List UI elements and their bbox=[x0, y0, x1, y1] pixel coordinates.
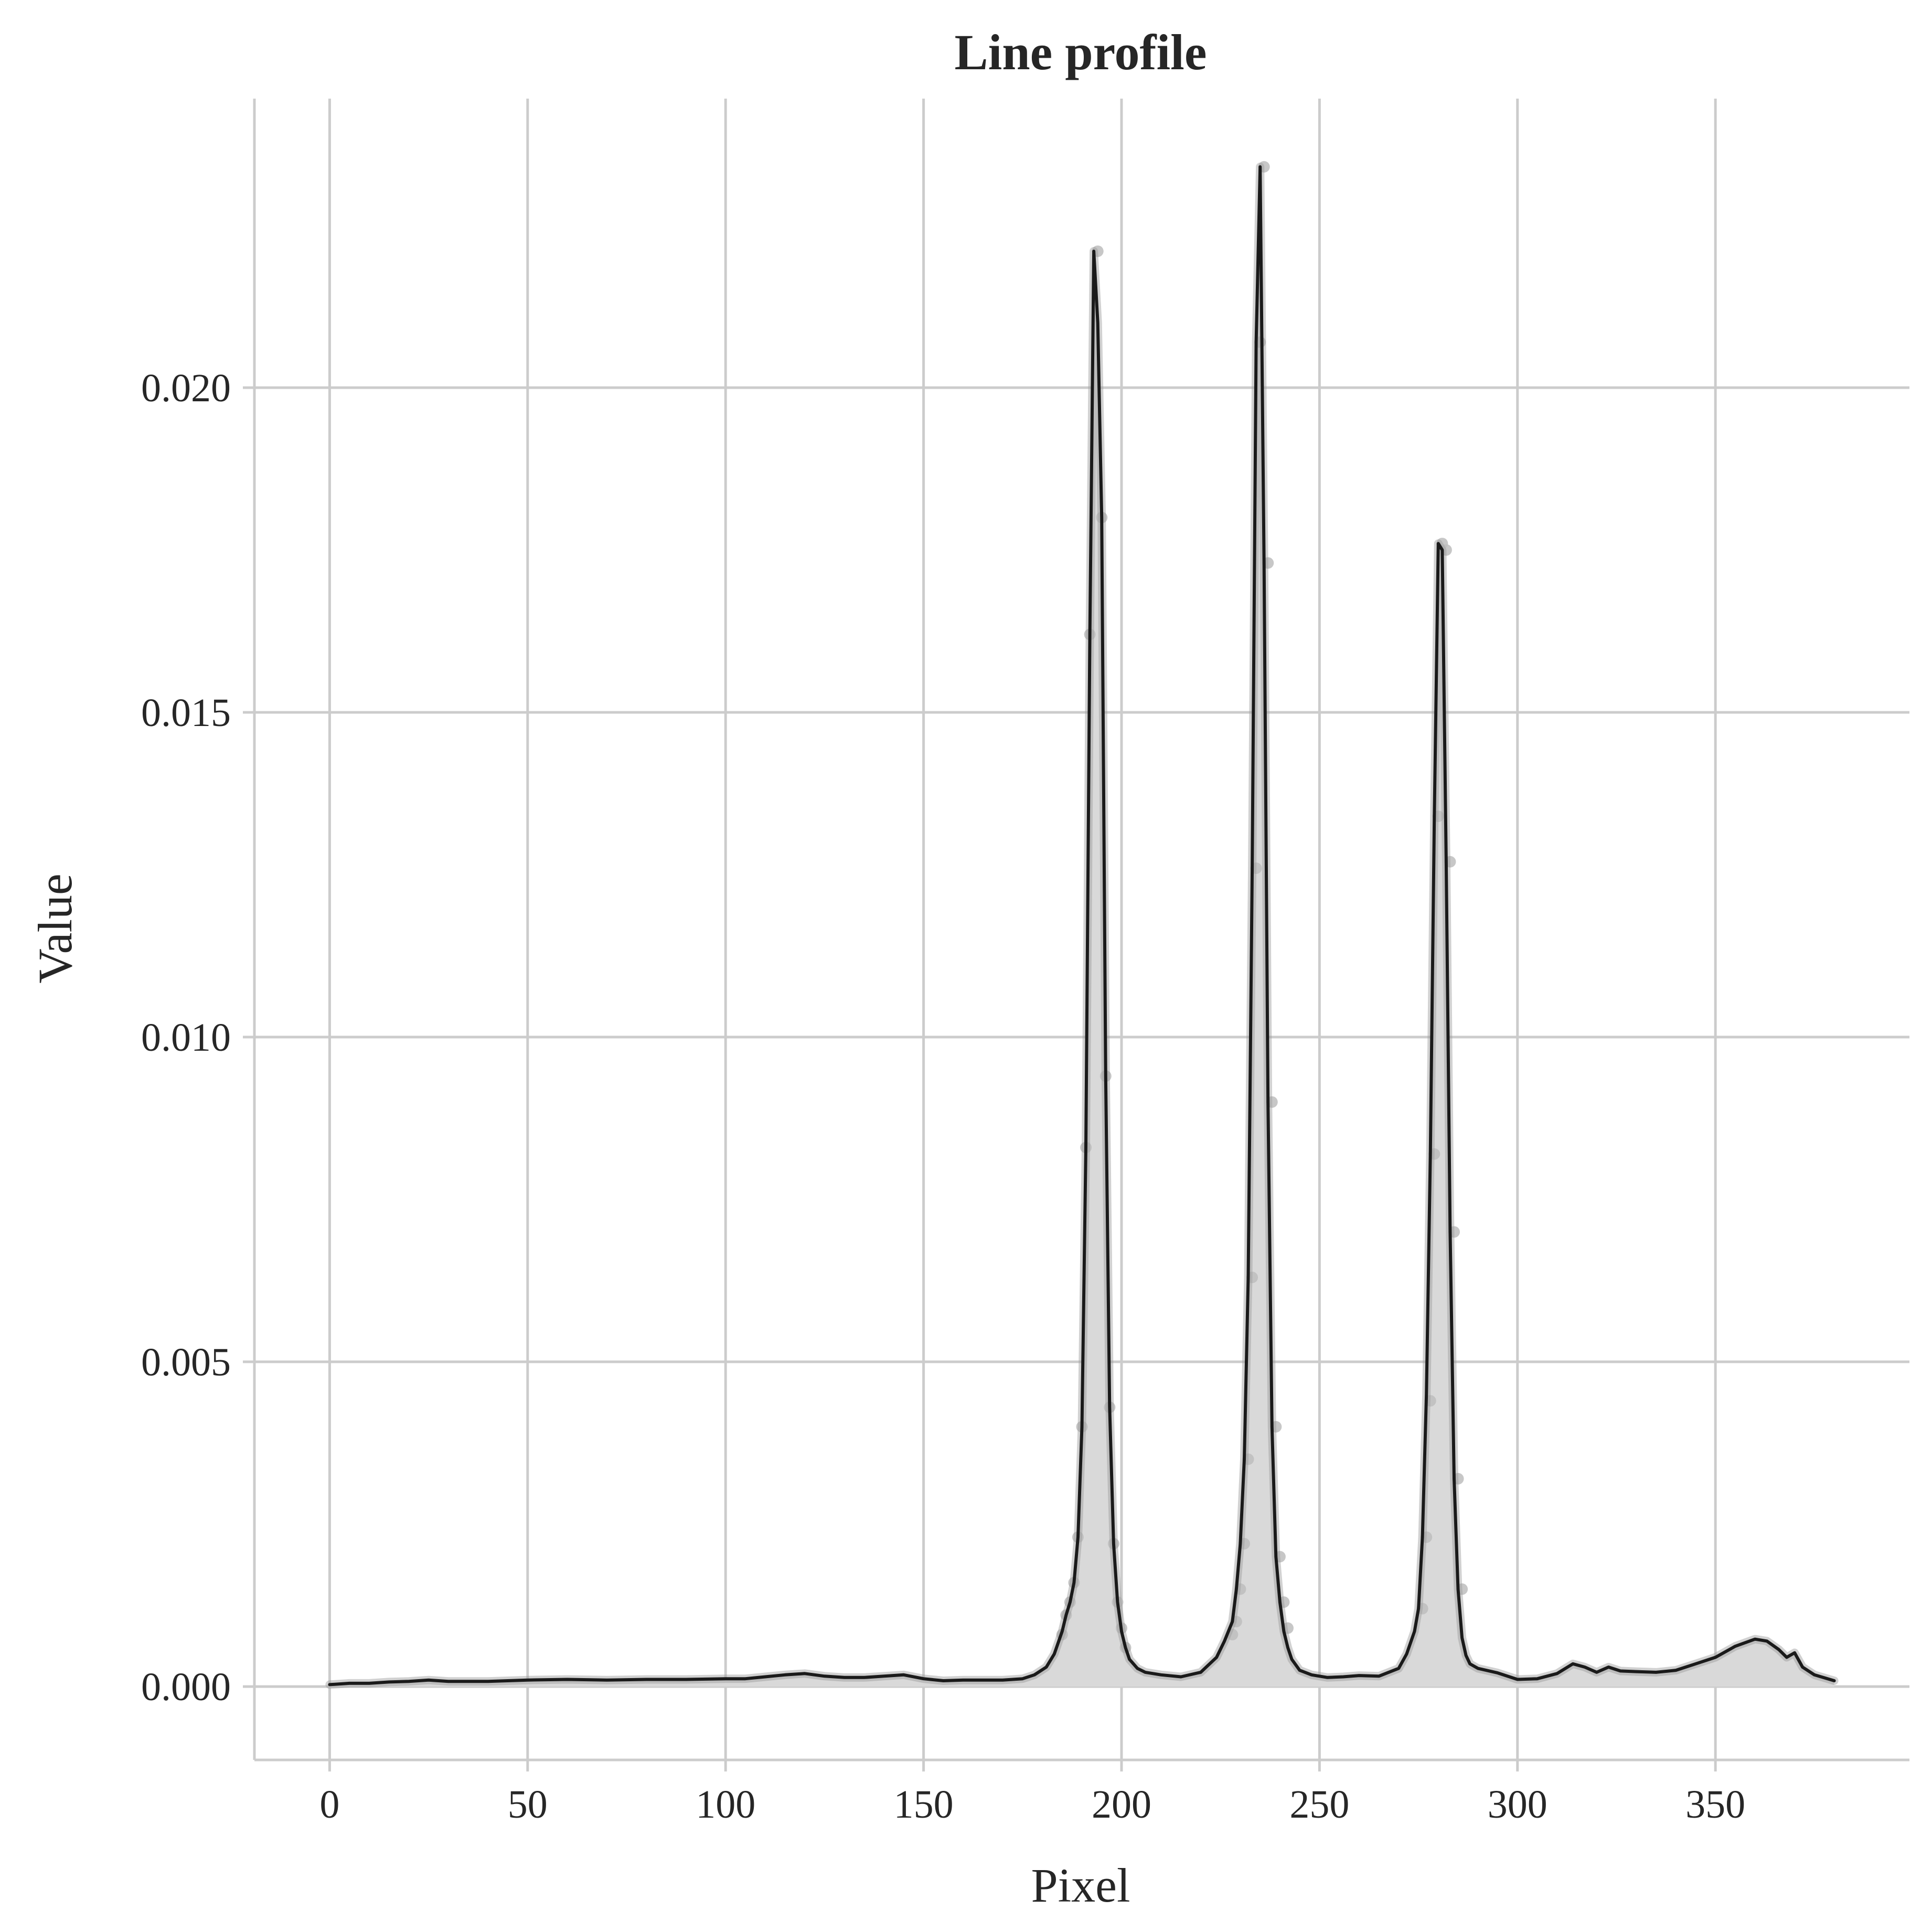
x-tick-label-0: 0 bbox=[319, 1782, 339, 1827]
x-tick-label-1: 50 bbox=[508, 1782, 548, 1827]
x-tick-label-2: 100 bbox=[696, 1782, 755, 1827]
x-tick-label-3: 150 bbox=[894, 1782, 954, 1827]
y-tick-label-4: 0.020 bbox=[141, 366, 231, 410]
y-tick-label-0: 0.000 bbox=[141, 1665, 231, 1709]
y-tick-label-3: 0.015 bbox=[141, 691, 231, 735]
y-tick-label-1: 0.005 bbox=[141, 1340, 231, 1384]
chart-title: Line profile bbox=[955, 24, 1207, 80]
y-tick-label-2: 0.010 bbox=[141, 1016, 231, 1060]
x-tick-label-6: 300 bbox=[1488, 1782, 1547, 1827]
x-axis-label: Pixel bbox=[1031, 1859, 1130, 1912]
x-tick-label-7: 350 bbox=[1685, 1782, 1745, 1827]
series-line bbox=[328, 165, 1836, 1687]
x-tick-label-4: 200 bbox=[1092, 1782, 1151, 1827]
x-tick-label-5: 250 bbox=[1289, 1782, 1349, 1827]
y-axis-label: Value bbox=[28, 873, 82, 983]
plot-area: 0 50 100 150 200 250 300 350 0.000 0.005 0.010 0.01… bbox=[141, 99, 1909, 1827]
